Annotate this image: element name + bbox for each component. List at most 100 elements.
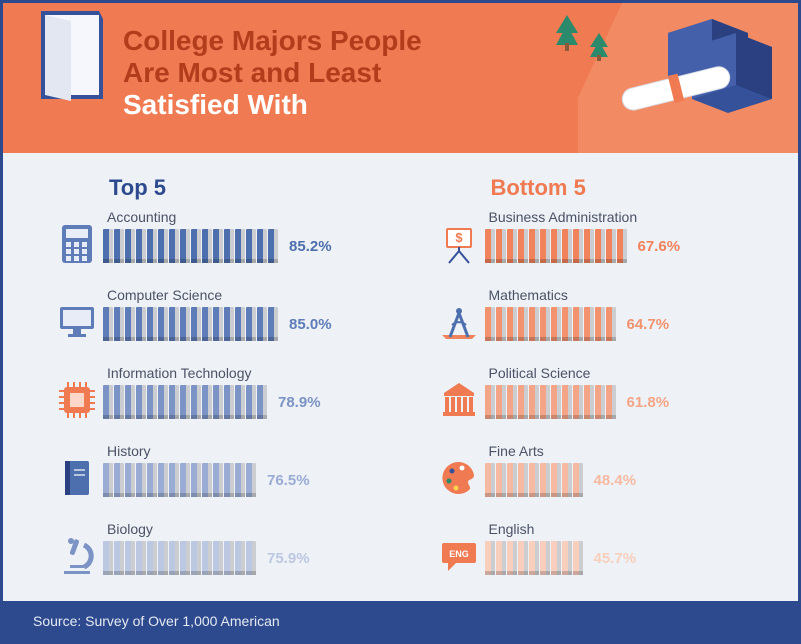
- book-spine: [246, 229, 256, 263]
- compass-icon: [433, 287, 485, 343]
- book-spine: [169, 463, 179, 497]
- book-spine: [584, 385, 594, 419]
- book-spine: [540, 229, 550, 263]
- book-spine: [147, 229, 157, 263]
- bar-line: 76.5%: [103, 463, 369, 497]
- pct-value: 76.5%: [267, 472, 310, 489]
- title-line-2: Are Most and Least: [123, 57, 381, 88]
- major-content: Fine Arts48.4%: [485, 443, 751, 497]
- book-spine: [147, 463, 157, 497]
- speech-icon: ENG: [433, 521, 485, 577]
- book-spine: [573, 463, 583, 497]
- book-spine: [213, 229, 223, 263]
- book-spine: [529, 385, 539, 419]
- bar-line: 75.9%: [103, 541, 369, 575]
- book-spine: [235, 463, 245, 497]
- book-spine: [606, 229, 616, 263]
- book-spine: [540, 541, 550, 575]
- book-spine: [507, 541, 517, 575]
- books-diploma-icon: [610, 13, 780, 153]
- book-spine: [540, 307, 550, 341]
- book-spine: [114, 385, 124, 419]
- book-spine: [235, 541, 245, 575]
- header: College Majors People Are Most and Least…: [3, 3, 798, 153]
- major-label: Computer Science: [107, 287, 369, 303]
- book-spine: [213, 541, 223, 575]
- infographic-frame: College Majors People Are Most and Least…: [0, 0, 801, 644]
- book-spine: [114, 307, 124, 341]
- book-spine: [158, 541, 168, 575]
- book-spine: [573, 541, 583, 575]
- bar-line: 45.7%: [485, 541, 751, 575]
- book-spine: [125, 463, 135, 497]
- book-spine: [180, 307, 190, 341]
- title-line-3: Satisfied With: [123, 89, 308, 120]
- book-bar: [103, 385, 268, 419]
- book-spine: [213, 463, 223, 497]
- major-row: Information Technology78.9%: [51, 365, 369, 433]
- book-spine: [136, 541, 146, 575]
- book-spine: [125, 307, 135, 341]
- bar-line: 61.8%: [485, 385, 751, 419]
- book-spine: [158, 385, 168, 419]
- book-spine: [147, 307, 157, 341]
- book-spine: [213, 385, 223, 419]
- major-content: Business Administration67.6%: [485, 209, 751, 263]
- book-spine: [213, 307, 223, 341]
- book-spine: [125, 541, 135, 575]
- book-spine: [562, 463, 572, 497]
- book-spine: [573, 229, 583, 263]
- book-spine: [125, 229, 135, 263]
- book-spine: [584, 229, 594, 263]
- major-row: Fine Arts48.4%: [433, 443, 751, 511]
- chip-icon: [51, 365, 103, 421]
- book-spine: [257, 385, 267, 419]
- book-spine: [180, 385, 190, 419]
- major-row: Mathematics64.7%: [433, 287, 751, 355]
- book-spine: [485, 541, 495, 575]
- book-spine: [224, 541, 234, 575]
- book-spine: [103, 229, 113, 263]
- book-spine: [485, 229, 495, 263]
- pct-value: 61.8%: [627, 394, 670, 411]
- building-icon: [433, 365, 485, 421]
- pct-value: 85.2%: [289, 238, 332, 255]
- book-spine: [268, 307, 278, 341]
- book-spine: [562, 229, 572, 263]
- book-spine: [246, 541, 256, 575]
- book-spine: [496, 307, 506, 341]
- book-spine: [103, 541, 113, 575]
- book-spine: [103, 385, 113, 419]
- book-bar: [103, 229, 279, 263]
- major-row: Accounting85.2%: [51, 209, 369, 277]
- top5-column: Top 5 Accounting85.2%Computer Science85.…: [51, 175, 369, 599]
- book-spine: [136, 229, 146, 263]
- book-spine: [169, 307, 179, 341]
- major-label: Business Administration: [489, 209, 751, 225]
- microscope-icon: [51, 521, 103, 577]
- book-spine: [191, 463, 201, 497]
- book-spine: [180, 541, 190, 575]
- book-spine: [169, 385, 179, 419]
- book-spine: [202, 307, 212, 341]
- book-spine: [158, 463, 168, 497]
- book-spine: [540, 385, 550, 419]
- book-spine: [235, 229, 245, 263]
- book-bar: [485, 229, 628, 263]
- major-row: Political Science61.8%: [433, 365, 751, 433]
- book-spine: [617, 229, 627, 263]
- book-spine: [202, 541, 212, 575]
- book-spine: [573, 385, 583, 419]
- book-spine: [224, 307, 234, 341]
- major-label: Biology: [107, 521, 369, 537]
- major-label: Mathematics: [489, 287, 751, 303]
- bottom5-column: Bottom 5 $Business Administration67.6%Ma…: [433, 175, 751, 599]
- bar-line: 78.9%: [103, 385, 369, 419]
- major-label: Fine Arts: [489, 443, 751, 459]
- book-spine: [529, 229, 539, 263]
- book-spine: [496, 229, 506, 263]
- book-spine: [147, 541, 157, 575]
- book-spine: [507, 463, 517, 497]
- source-text: Source: Survey of Over 1,000 American: [33, 613, 280, 629]
- book-spine: [606, 307, 616, 341]
